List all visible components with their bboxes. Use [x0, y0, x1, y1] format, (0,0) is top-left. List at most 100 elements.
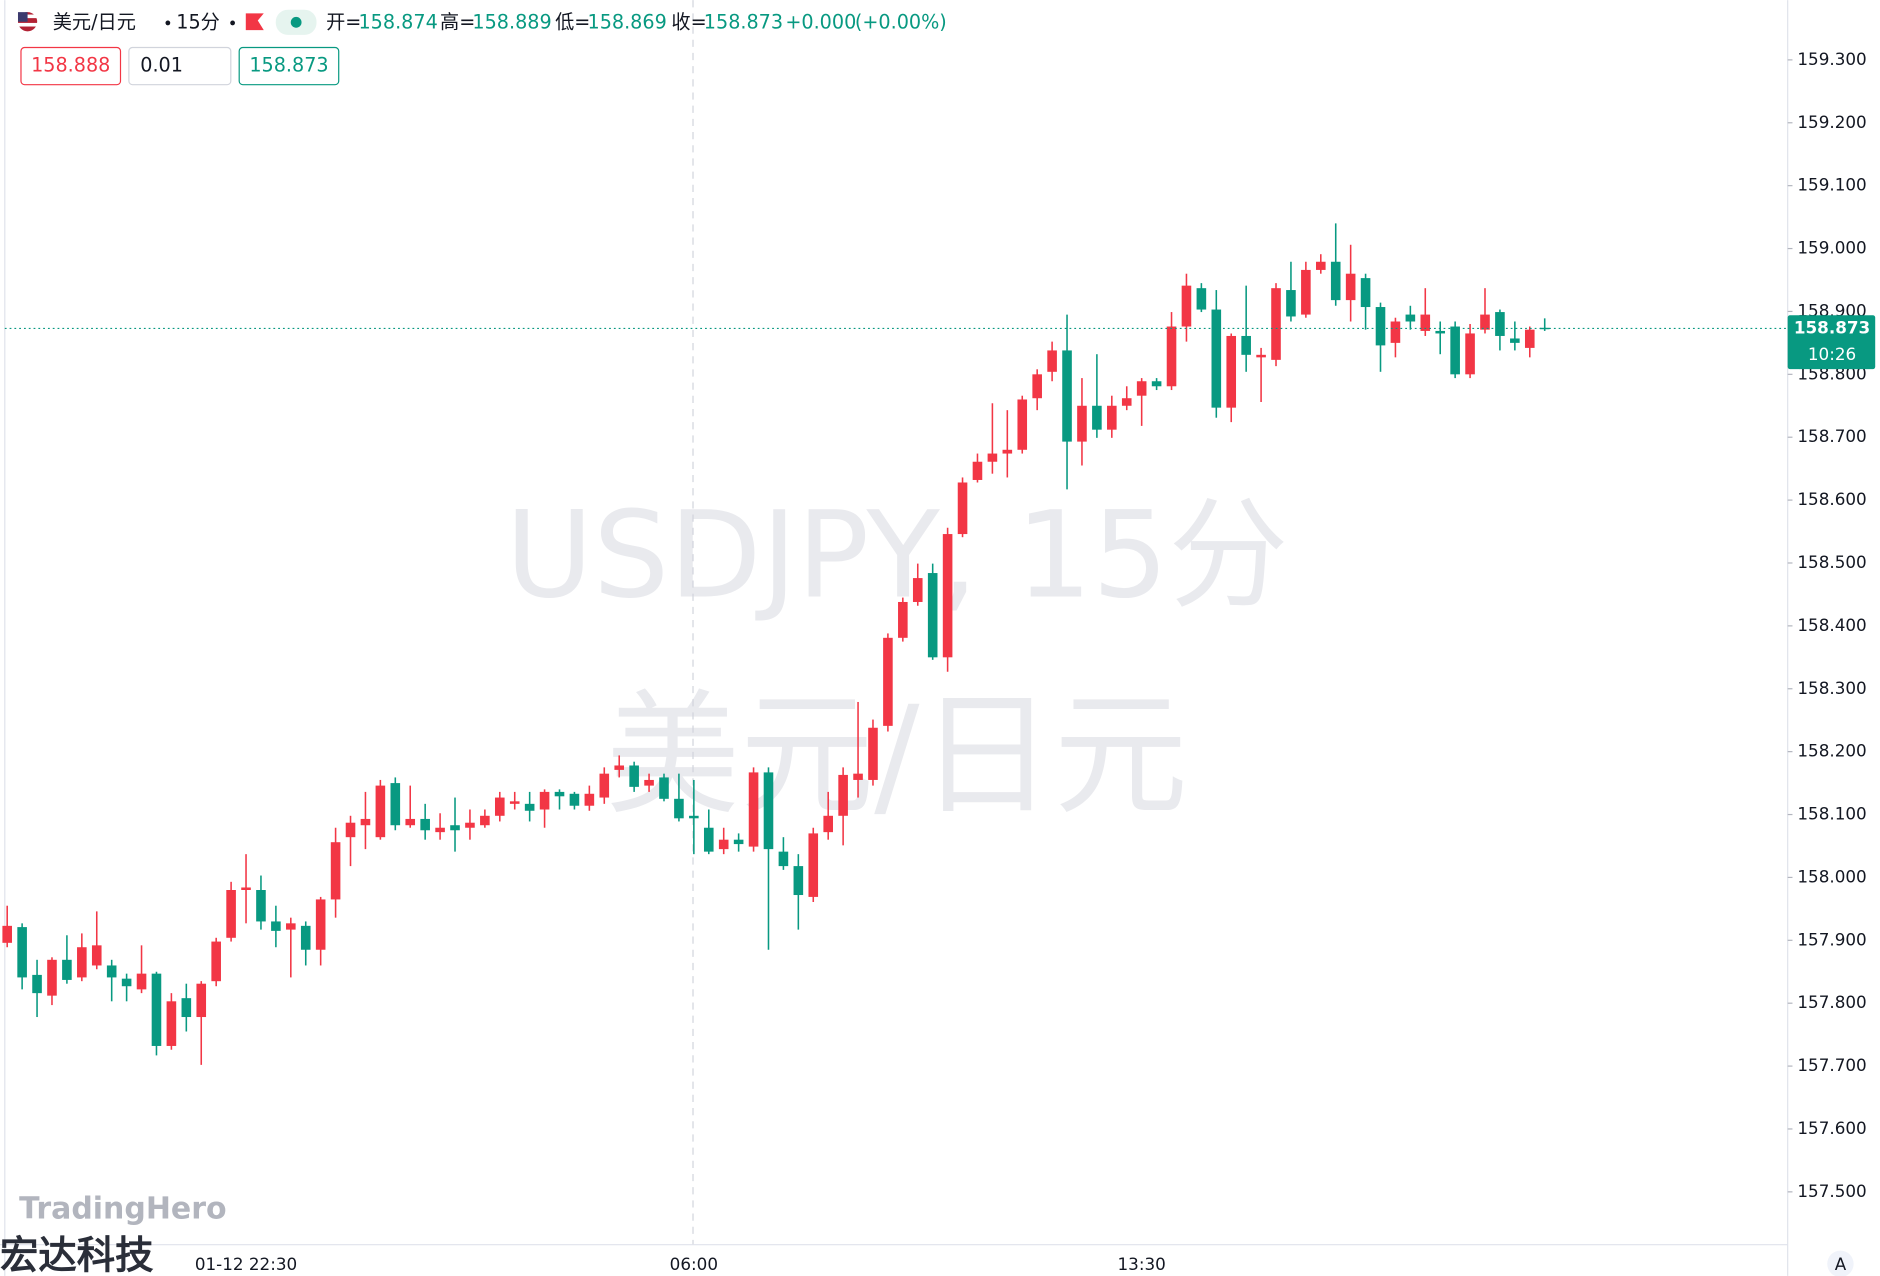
y-tick-label: 158.300	[1797, 678, 1866, 698]
buy-price: 158.873	[249, 54, 328, 77]
candle-body	[674, 798, 684, 819]
high-value: 158.889	[472, 10, 551, 33]
candle-body	[1107, 405, 1117, 430]
candle-body	[987, 453, 998, 462]
candle-body	[823, 815, 833, 833]
y-tick-label: 157.700	[1797, 1055, 1866, 1075]
candle-body	[17, 927, 27, 978]
candle-body	[1316, 261, 1326, 270]
candle-body	[1166, 326, 1177, 387]
open-value: 158.874	[358, 10, 437, 33]
candle-body	[300, 925, 311, 950]
candle-body	[1450, 326, 1460, 375]
candle-body	[942, 534, 953, 658]
watermark-name: 美元/日元	[606, 677, 1188, 834]
buy-button[interactable]	[238, 46, 340, 86]
candle-body	[599, 773, 610, 798]
candle-body	[1032, 374, 1042, 399]
candle-body	[1271, 288, 1281, 360]
candle-body	[1510, 338, 1520, 343]
low-value: 158.869	[588, 10, 667, 33]
close-value: 158.873	[704, 10, 783, 33]
candle-body	[898, 601, 908, 638]
watermark-symbol: USDJPY, 15分	[505, 486, 1288, 625]
candle-body	[838, 774, 848, 816]
open-label: 开=	[326, 10, 361, 33]
candle-body	[1136, 381, 1147, 396]
scale-button-label: A	[1835, 1254, 1847, 1274]
candle-body	[226, 889, 236, 938]
candle-body	[181, 998, 192, 1018]
candle-body	[1390, 321, 1401, 343]
scale-button[interactable]	[1827, 1250, 1854, 1276]
candle-body	[957, 482, 968, 535]
candle-body	[614, 765, 625, 770]
candle-body	[793, 866, 804, 896]
candle-body	[1360, 278, 1371, 308]
order-panel: 158.888 0.01 158.873	[20, 46, 340, 86]
symbol: 美元/日元	[53, 10, 136, 33]
change: +0.000	[785, 10, 856, 33]
candle-body	[375, 785, 386, 838]
y-tick-label: 159.100	[1797, 175, 1866, 195]
candle-body	[1241, 335, 1251, 355]
y-tick-label: 158.400	[1797, 615, 1866, 635]
candle-body	[1017, 399, 1028, 450]
candle-body	[659, 777, 669, 799]
candle-body	[405, 818, 416, 826]
candle-body	[465, 822, 475, 828]
candle-body	[151, 973, 162, 1046]
sell-button[interactable]	[20, 46, 122, 86]
candle-body	[748, 772, 759, 847]
candle-body	[1121, 398, 1132, 406]
interval: 15分	[176, 10, 220, 33]
candle-body	[121, 978, 132, 987]
quantity-input[interactable]	[128, 46, 232, 86]
last-price-box	[1787, 315, 1876, 370]
countdown: 10:26	[1808, 344, 1856, 364]
candle-body	[390, 783, 401, 826]
candle-body	[1420, 314, 1431, 331]
flag-marker[interactable]	[245, 13, 264, 31]
candle-body	[972, 461, 983, 480]
y-tick-label: 158.500	[1797, 552, 1866, 572]
status-dot	[290, 16, 302, 28]
candle-body	[927, 573, 938, 658]
candle-body	[539, 791, 550, 810]
y-tick-label: 158.000	[1797, 866, 1866, 886]
candle-body	[1435, 330, 1446, 334]
x-tick-label: 06:00	[670, 1254, 718, 1274]
candle-body	[808, 833, 819, 897]
change-pct: (+0.00%)	[855, 10, 947, 33]
candle-body	[1047, 350, 1057, 372]
candle-body	[480, 815, 490, 826]
candle-body	[1211, 309, 1222, 408]
candle-body	[1301, 269, 1311, 315]
candle-body	[554, 791, 565, 797]
candle-body	[1092, 405, 1102, 430]
header: 美元/日元 15分 开= 158.874 高= 158.889 低= 158.8…	[17, 9, 947, 35]
candle-body	[1151, 381, 1162, 387]
candle-body	[136, 973, 147, 990]
high-label: 高=	[440, 10, 475, 33]
candle-body	[1405, 314, 1416, 322]
flag-canton	[17, 12, 28, 22]
candle-body	[315, 899, 326, 950]
candle-body	[524, 803, 535, 811]
candle-body	[211, 941, 221, 982]
candle-body	[330, 842, 341, 900]
y-tick-label: 158.600	[1797, 489, 1866, 509]
logo-en: TradingHero	[19, 1191, 226, 1226]
candle-body	[450, 825, 460, 831]
x-tick-label: 01-12 22:30	[195, 1254, 297, 1274]
candle-body	[1480, 314, 1490, 330]
candle-body	[256, 889, 266, 922]
candle-body	[883, 637, 893, 726]
last-price-label: 158.873	[1794, 317, 1870, 337]
candle-body	[689, 815, 699, 819]
candle-body	[629, 765, 639, 787]
candle-body	[1181, 285, 1192, 327]
logo: TradingHero 宏达科技	[0, 1191, 227, 1276]
